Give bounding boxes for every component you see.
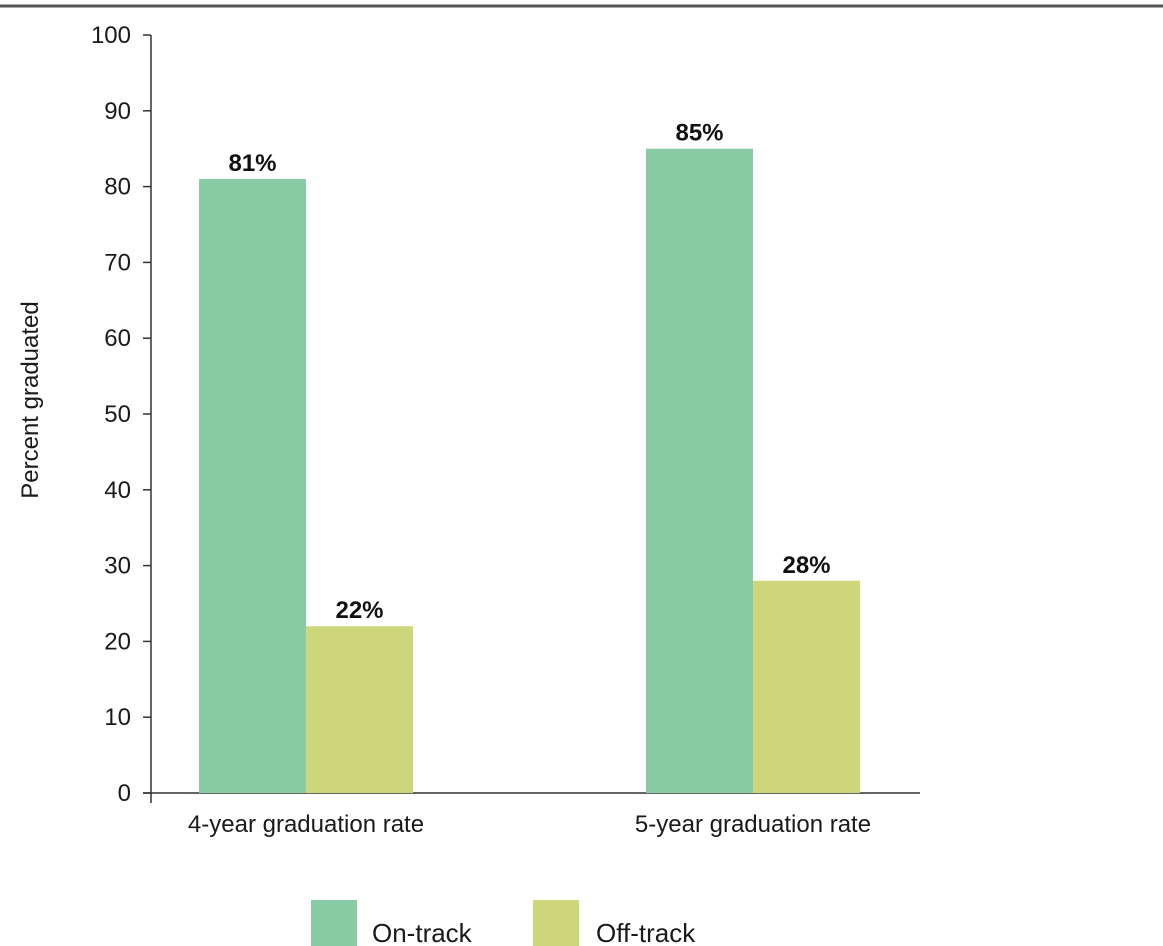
- y-axis-title: Percent graduated: [17, 301, 44, 498]
- y-tick-label: 50: [104, 401, 131, 428]
- bar-on-track-1: [199, 179, 306, 793]
- y-tick-label: 30: [104, 553, 131, 580]
- bar-on-track-2: [646, 148, 753, 793]
- y-tick-label: 90: [104, 98, 131, 125]
- x-category-label: 5-year graduation rate: [635, 811, 871, 838]
- bar-off-track-2: [753, 580, 860, 793]
- bar-series: [199, 148, 860, 793]
- bar-data-label: 81%: [228, 150, 276, 177]
- y-axis-ticks: 0 10 20 30 40 50 60 70 80 90 100: [91, 22, 151, 807]
- legend-label: On-track: [372, 918, 473, 946]
- x-category-label: 4-year graduation rate: [188, 811, 424, 838]
- y-tick-label: 100: [91, 22, 131, 49]
- bar-off-track-1: [306, 626, 413, 793]
- bar-data-label: 22%: [335, 597, 383, 624]
- legend: On-track Off-track: [311, 900, 696, 946]
- legend-label: Off-track: [596, 918, 696, 946]
- x-axis-category-labels: 4-year graduation rate 5-year graduation …: [188, 811, 871, 838]
- y-tick-label: 0: [118, 780, 131, 807]
- y-tick-label: 40: [104, 477, 131, 504]
- bar-data-label: 85%: [675, 120, 723, 147]
- bar-data-label: 28%: [782, 552, 830, 579]
- legend-swatch: [533, 900, 579, 946]
- legend-swatch: [311, 900, 357, 946]
- y-tick-label: 20: [104, 628, 131, 655]
- bar-data-labels: 81% 22% 85% 28%: [228, 120, 830, 625]
- y-tick-label: 80: [104, 174, 131, 201]
- y-tick-label: 70: [104, 249, 131, 276]
- y-tick-label: 60: [104, 325, 131, 352]
- y-tick-label: 10: [104, 704, 131, 731]
